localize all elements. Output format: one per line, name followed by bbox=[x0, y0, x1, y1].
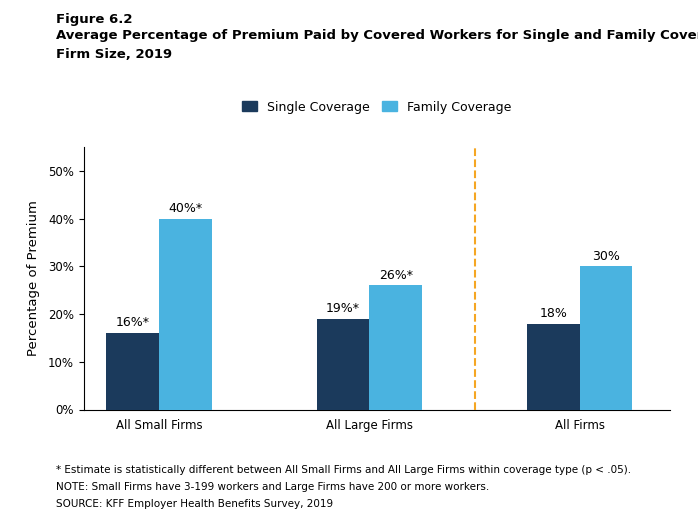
Text: 18%: 18% bbox=[540, 307, 567, 320]
Bar bbox=[369, 286, 422, 410]
Text: Firm Size, 2019: Firm Size, 2019 bbox=[56, 48, 172, 61]
Bar bbox=[159, 218, 211, 410]
Bar bbox=[580, 266, 632, 410]
Text: Figure 6.2: Figure 6.2 bbox=[56, 13, 133, 26]
Text: * Estimate is statistically different between All Small Firms and All Large Firm: * Estimate is statistically different be… bbox=[56, 465, 631, 475]
Text: 26%*: 26%* bbox=[379, 269, 413, 281]
Bar bbox=[527, 323, 580, 410]
Text: NOTE: Small Firms have 3-199 workers and Large Firms have 200 or more workers.: NOTE: Small Firms have 3-199 workers and… bbox=[56, 482, 489, 492]
Text: Average Percentage of Premium Paid by Covered Workers for Single and Family Cove: Average Percentage of Premium Paid by Co… bbox=[56, 29, 698, 42]
Bar bbox=[106, 333, 159, 410]
Text: 40%*: 40%* bbox=[168, 202, 202, 215]
Text: 16%*: 16%* bbox=[116, 317, 149, 329]
Bar bbox=[317, 319, 369, 410]
Text: SOURCE: KFF Employer Health Benefits Survey, 2019: SOURCE: KFF Employer Health Benefits Sur… bbox=[56, 499, 333, 509]
Y-axis label: Percentage of Premium: Percentage of Premium bbox=[27, 201, 40, 356]
Text: 30%: 30% bbox=[592, 249, 620, 262]
Legend: Single Coverage, Family Coverage: Single Coverage, Family Coverage bbox=[237, 96, 517, 119]
Text: 19%*: 19%* bbox=[326, 302, 360, 315]
